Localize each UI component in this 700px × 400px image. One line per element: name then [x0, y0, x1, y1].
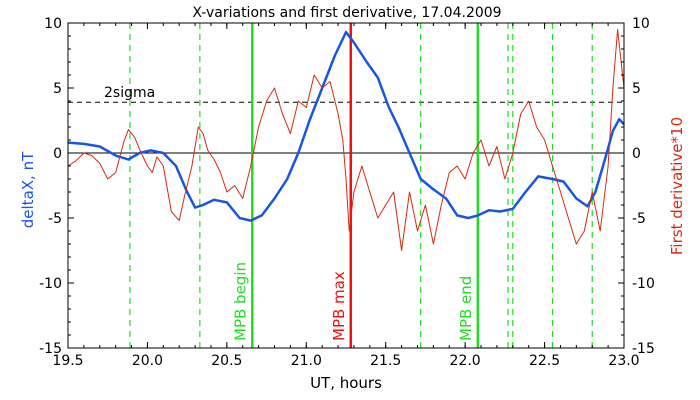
x-tick-label: 21.5 — [370, 353, 401, 369]
x-tick-label: 23.0 — [608, 353, 639, 369]
series-line-derivative — [67, 29, 625, 251]
x-tick-label: 20.0 — [132, 353, 163, 369]
x-tick-label: 20.5 — [211, 353, 242, 369]
event-label: MPB begin — [231, 262, 249, 341]
y-axis-label-left: deltaX, nT — [19, 151, 37, 228]
y-axis-label-right: First derivative*10 — [668, 117, 686, 255]
event-label: MPB max — [330, 271, 348, 341]
series-line-deltax — [67, 30, 625, 222]
y-tick-label-right: -10 — [632, 276, 655, 292]
y-tick-label-left: -10 — [39, 276, 62, 292]
y-tick-label-right: -5 — [632, 211, 646, 227]
y-tick-label-left: 10 — [44, 16, 62, 32]
y-tick-label-right: 0 — [632, 146, 641, 162]
y-tick-label-left: -5 — [48, 211, 62, 227]
y-tick-label-left: -15 — [39, 341, 62, 357]
chart-title: X-variations and first derivative, 17.04… — [192, 5, 501, 21]
y-tick-label-right: 10 — [632, 16, 650, 32]
x-axis-label: UT, hours — [310, 374, 382, 392]
x-tick-label: 22.5 — [529, 353, 560, 369]
y-tick-label-left: 0 — [53, 146, 62, 162]
y-tick-label-left: 5 — [53, 81, 62, 97]
x-tick-label: 19.5 — [52, 353, 83, 369]
event-label: MPB end — [457, 276, 475, 341]
marks-layer: MPB begin MPB max MPB end — [67, 23, 625, 348]
y-tick-label-right: -15 — [632, 341, 655, 357]
x-tick-label: 21.0 — [291, 353, 322, 369]
x-tick-label: 22.0 — [450, 353, 481, 369]
y-tick-label-right: 5 — [632, 81, 641, 97]
plot-frame — [67, 22, 625, 349]
axes-layer: 19.5 20.0 20.5 21.0 21.5 22.0 22.5 23.0 10 5 0 -5 -1… — [39, 16, 655, 369]
sigma-label: 2sigma — [104, 85, 155, 101]
